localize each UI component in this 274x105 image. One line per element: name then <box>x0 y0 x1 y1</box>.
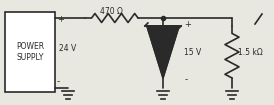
Text: 24 V: 24 V <box>59 43 76 52</box>
Text: POWER
SUPPLY: POWER SUPPLY <box>16 42 44 62</box>
Text: +: + <box>57 14 64 24</box>
Bar <box>5 12 55 92</box>
Text: 470 Ω: 470 Ω <box>100 7 123 16</box>
Polygon shape <box>147 26 179 78</box>
Text: 1.5 kΩ: 1.5 kΩ <box>238 47 263 56</box>
Text: 15 V: 15 V <box>184 47 201 56</box>
Text: -: - <box>184 75 187 85</box>
Text: -: - <box>57 77 60 87</box>
Text: +: + <box>184 20 191 28</box>
